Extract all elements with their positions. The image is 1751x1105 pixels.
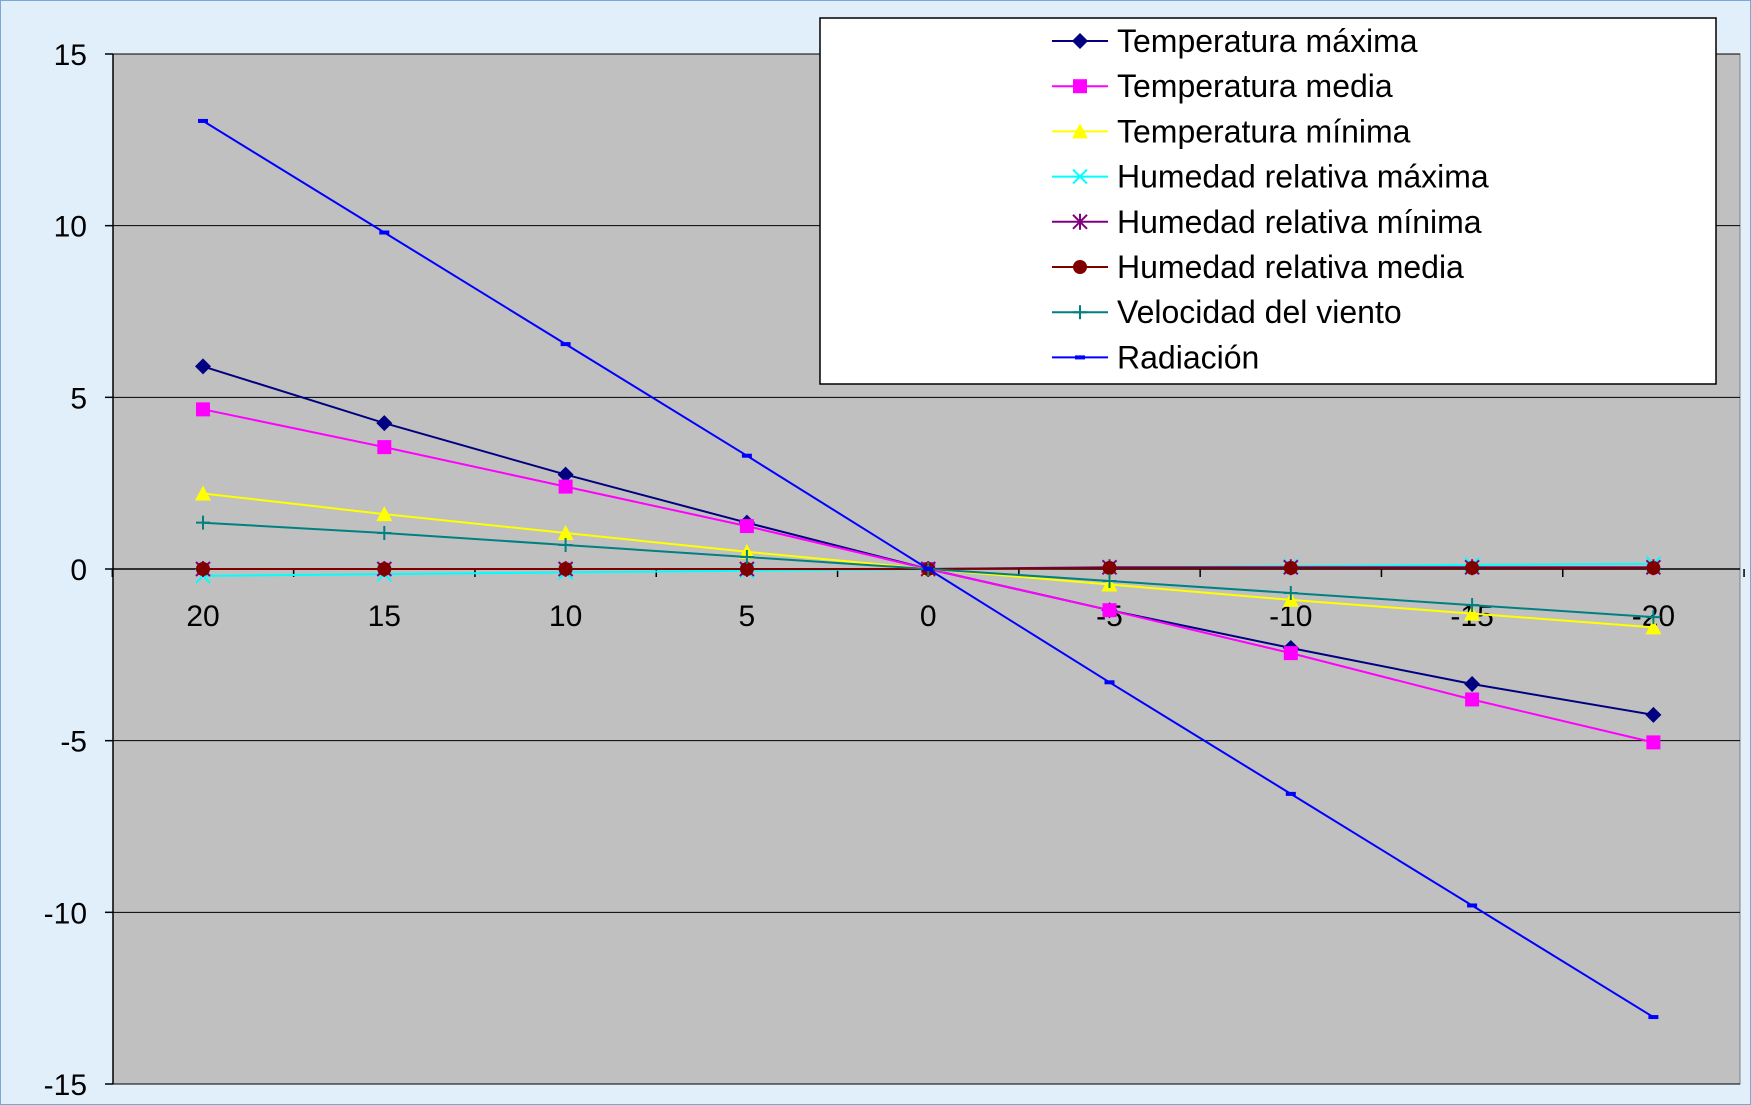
data-point: [1646, 735, 1661, 750]
legend-marker: [1072, 168, 1088, 185]
x-tick-label: 5: [739, 600, 756, 633]
data-point: [195, 358, 211, 375]
data-point: [1102, 574, 1117, 589]
data-point: [376, 415, 393, 432]
legend-marker: [1073, 305, 1087, 320]
data-point: [196, 402, 210, 417]
data-point: [195, 485, 211, 501]
data-point: [557, 524, 574, 540]
legend-marker: [1072, 33, 1088, 49]
data-point: [1645, 619, 1662, 635]
data-point: [1102, 560, 1117, 575]
legend-label: Radiación: [1117, 339, 1259, 375]
legend-label: Velocidad del viento: [1117, 294, 1402, 330]
data-point: [1283, 560, 1298, 575]
x-tick-label: 20: [186, 600, 219, 633]
data-point: [1648, 1015, 1659, 1020]
data-point: [196, 515, 210, 530]
data-point: [1283, 646, 1298, 661]
y-tick-label: 0: [70, 554, 87, 587]
x-tick-label: 15: [368, 600, 401, 633]
legend-label: Humedad relativa máxima: [1117, 159, 1489, 195]
legend-label: Humedad relativa mínima: [1117, 204, 1482, 240]
data-point: [1464, 676, 1481, 693]
data-point: [739, 519, 754, 534]
y-tick-label: 15: [54, 39, 87, 72]
data-point: [196, 562, 210, 576]
legend-label: Temperatura máxima: [1117, 23, 1418, 59]
legend-marker: [1073, 260, 1087, 274]
y-tick-label: 5: [70, 382, 87, 415]
x-tick-label: 10: [549, 600, 582, 633]
data-point: [1646, 610, 1661, 625]
legend-box: [819, 17, 1717, 385]
data-point: [741, 453, 752, 458]
y-tick-label: -10: [44, 897, 87, 930]
legend-marker: [1073, 79, 1087, 94]
data-point: [1283, 586, 1298, 601]
legend-marker: [1075, 355, 1085, 360]
data-point: [558, 537, 573, 552]
data-point: [1102, 603, 1117, 618]
data-point: [377, 525, 392, 540]
legend-label: Temperatura mínima: [1117, 113, 1411, 149]
x-tick-label: 0: [920, 600, 937, 633]
data-point: [558, 479, 573, 494]
data-point: [1646, 560, 1661, 575]
legend-marker: [1072, 123, 1088, 139]
data-point: [923, 567, 934, 571]
y-tick-label: -5: [60, 726, 87, 759]
data-point: [560, 342, 571, 347]
legend-marker: [1072, 213, 1088, 230]
data-point: [198, 118, 208, 123]
data-point: [739, 549, 754, 564]
data-point: [376, 506, 393, 522]
data-point: [1285, 791, 1296, 796]
data-point: [1464, 605, 1481, 621]
y-tick-label: -15: [44, 1069, 87, 1102]
data-point: [1104, 680, 1115, 685]
y-tick-label: 10: [54, 211, 87, 244]
data-point: [739, 562, 754, 576]
data-point: [1467, 903, 1478, 908]
data-point: [1645, 706, 1662, 723]
data-point: [377, 562, 392, 576]
data-point: [1465, 560, 1480, 575]
data-point: [558, 562, 573, 576]
data-point: [1465, 598, 1480, 613]
data-point: [377, 440, 392, 455]
legend-label: Temperatura media: [1117, 68, 1393, 104]
data-point: [1465, 692, 1480, 707]
data-point: [379, 230, 390, 235]
legend-label: Humedad relativa media: [1117, 249, 1464, 285]
data-point: [557, 466, 574, 483]
